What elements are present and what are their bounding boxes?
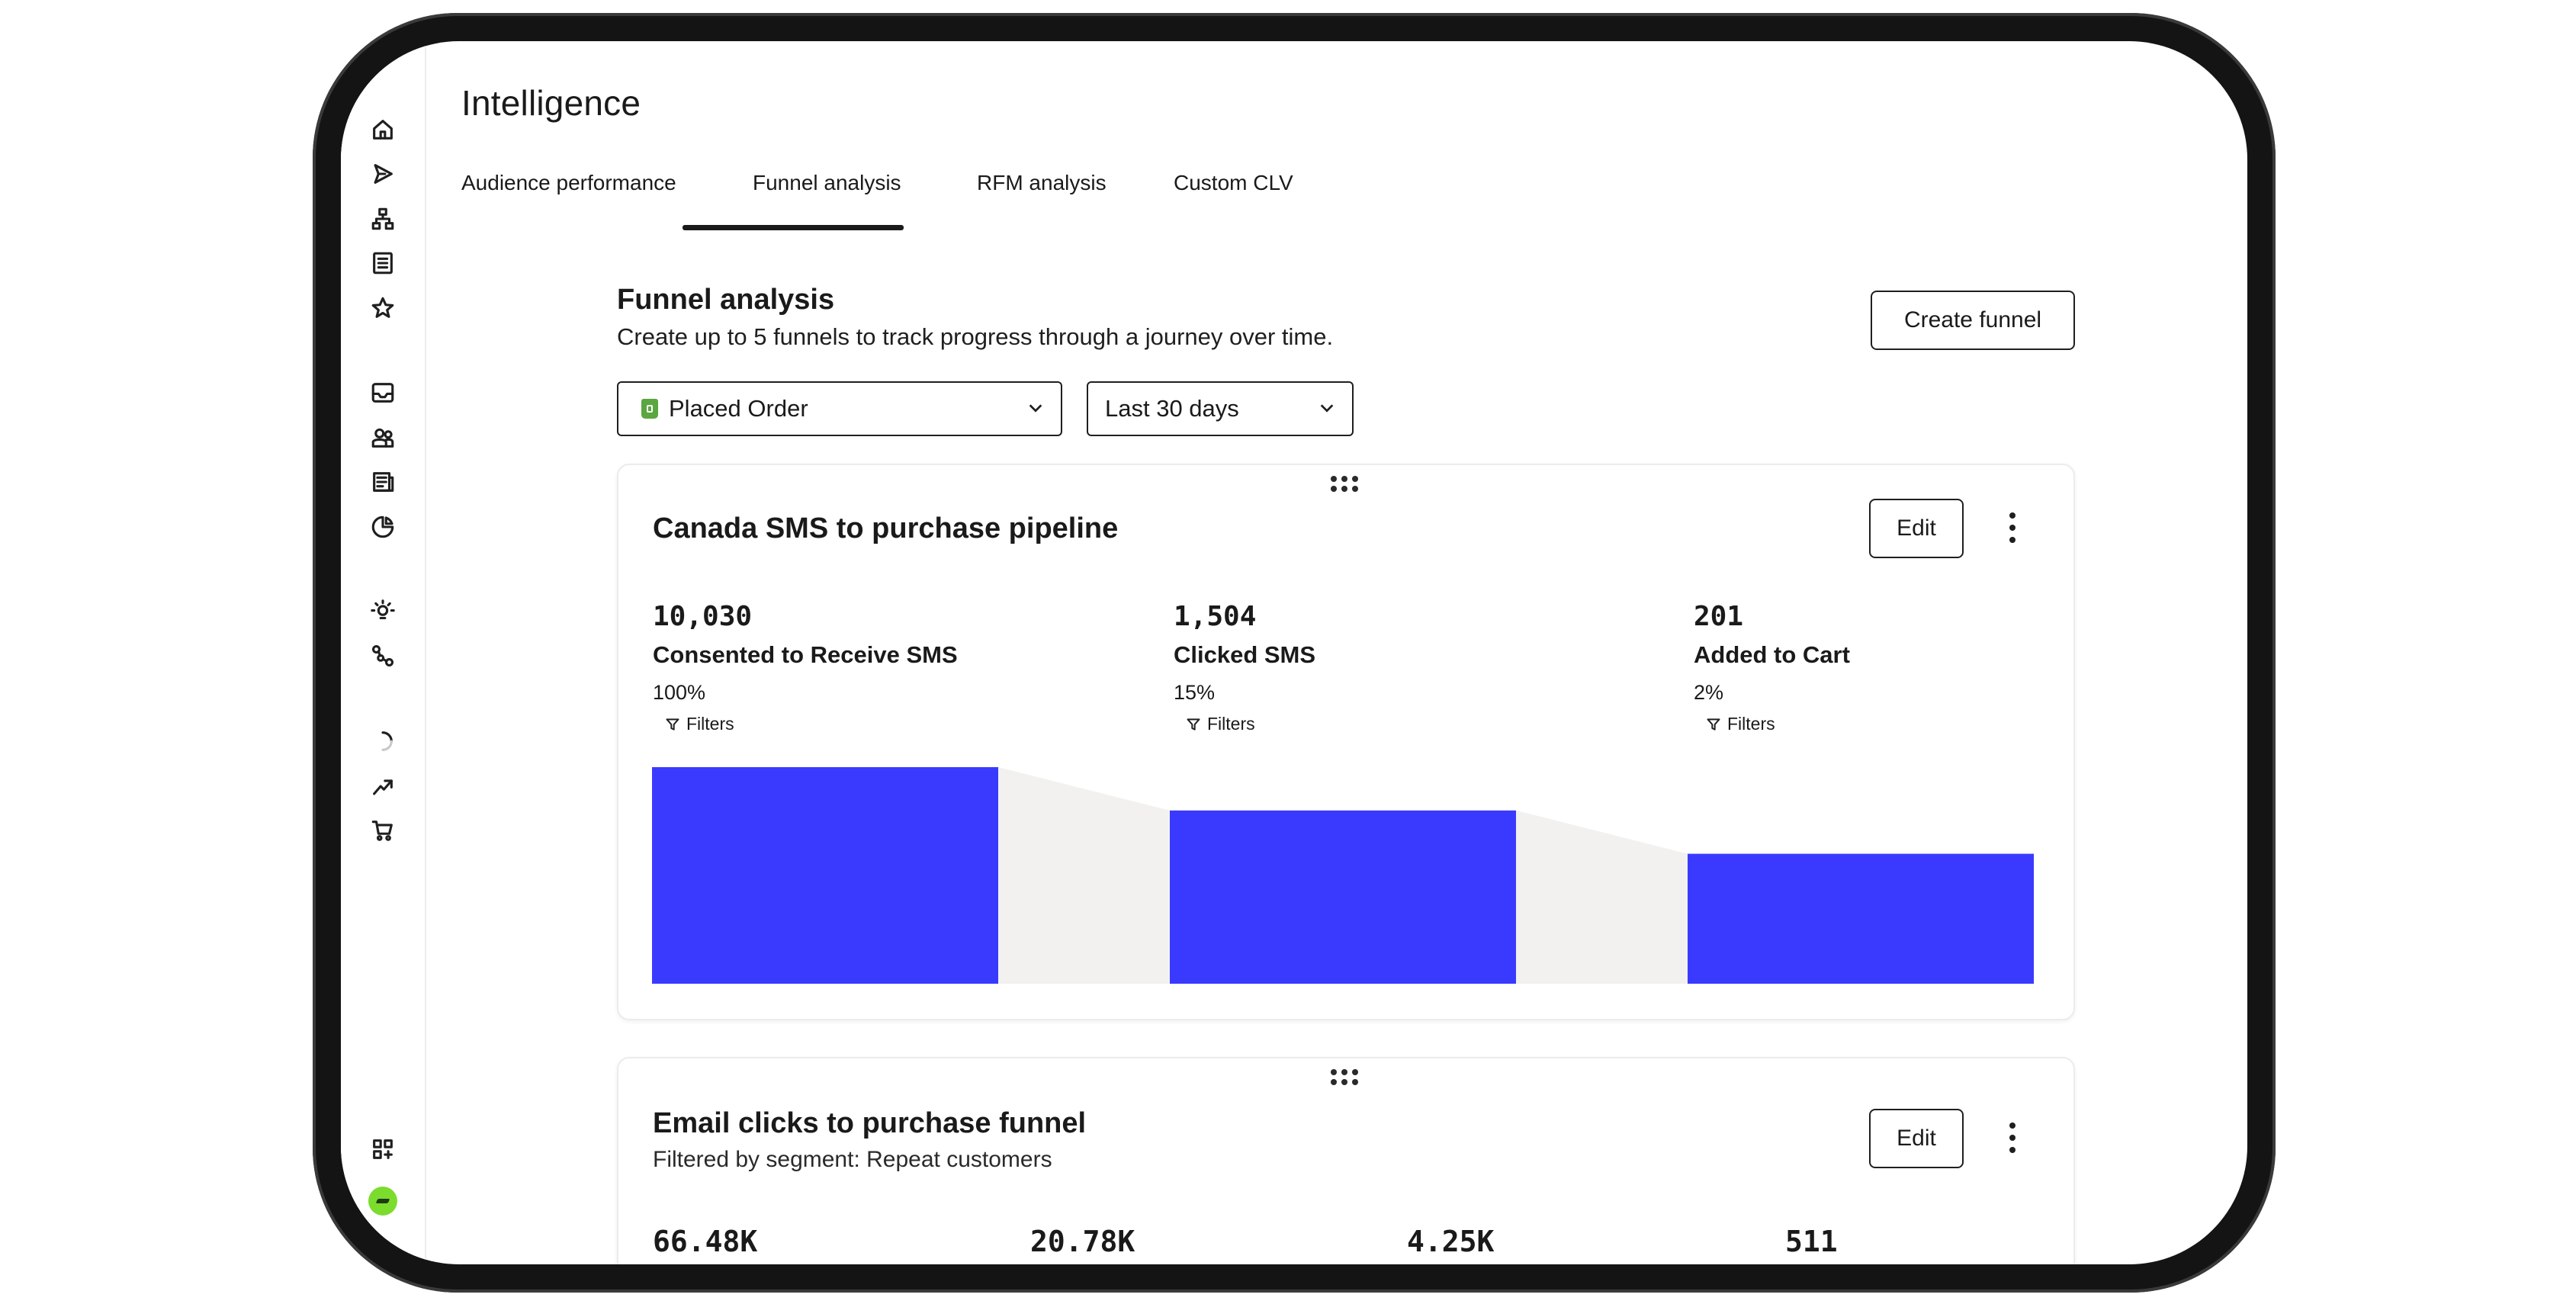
stage-percent: 100% bbox=[653, 681, 706, 704]
cart-icon[interactable] bbox=[368, 815, 398, 846]
inbox-icon[interactable] bbox=[368, 377, 398, 408]
stage-name: Added to Cart bbox=[1694, 641, 1850, 668]
metric-select[interactable]: Placed Order bbox=[617, 381, 1062, 436]
star-icon[interactable] bbox=[368, 293, 398, 323]
funnel-bar[interactable] bbox=[1688, 853, 2034, 984]
app-screen: Intelligence Audience performance Funnel… bbox=[341, 41, 2247, 1264]
integrations-icon[interactable] bbox=[368, 641, 398, 671]
stage-filters-button[interactable]: Filters bbox=[1706, 714, 1850, 734]
tab-custom-clv[interactable]: Custom CLV bbox=[1174, 171, 1293, 194]
stage-filters-button[interactable]: Filters bbox=[1186, 714, 1315, 734]
funnel-bar[interactable] bbox=[1170, 810, 1516, 984]
funnel-stage: 10,030 Consented to Receive SMS 100% Fil… bbox=[653, 601, 958, 734]
page-title: Intelligence bbox=[461, 83, 641, 123]
stage-count: 10,030 bbox=[653, 601, 753, 632]
stage-count: 66.48K bbox=[653, 1225, 758, 1258]
timeframe-select-value: Last 30 days bbox=[1105, 395, 1239, 422]
tab-funnel-analysis[interactable]: Funnel analysis bbox=[753, 171, 901, 194]
edit-button[interactable]: Edit bbox=[1869, 1109, 1964, 1168]
ideas-icon[interactable] bbox=[368, 596, 398, 627]
main-content: Intelligence Audience performance Funnel… bbox=[425, 41, 2247, 1264]
apps-icon[interactable] bbox=[368, 1134, 398, 1164]
tab-audience-performance[interactable]: Audience performance bbox=[461, 171, 676, 194]
stage-count: 511 bbox=[1785, 1225, 1838, 1258]
drag-handle-icon[interactable] bbox=[1331, 1068, 1361, 1087]
filter-icon bbox=[1707, 718, 1720, 731]
content-icon[interactable] bbox=[368, 467, 398, 497]
stage-percent: 2% bbox=[1694, 681, 1724, 704]
section-description: Create up to 5 funnels to track progress… bbox=[617, 323, 1334, 350]
funnel-card: Email clicks to purchase funnel Filtered… bbox=[617, 1057, 2075, 1264]
section-title: Funnel analysis bbox=[617, 284, 835, 316]
filter-icon bbox=[1187, 718, 1200, 731]
drag-handle-icon[interactable] bbox=[1331, 474, 1361, 494]
funnel-stage: 201 Added to Cart 2% Filters bbox=[1694, 601, 1850, 734]
funnel-connector bbox=[1516, 810, 1688, 984]
funnel-subtitle: Filtered by segment: Repeat customers bbox=[653, 1147, 1052, 1172]
sidebar bbox=[341, 41, 426, 1264]
funnel-title: Email clicks to purchase funnel bbox=[653, 1107, 1087, 1139]
send-icon[interactable] bbox=[368, 159, 398, 189]
stage-name: Clicked SMS bbox=[1174, 641, 1316, 668]
funnel-bar[interactable] bbox=[652, 767, 998, 984]
shopify-icon bbox=[641, 399, 658, 419]
stage-name: Consented to Receive SMS bbox=[653, 641, 958, 668]
filter-icon bbox=[666, 718, 679, 731]
chevron-down-icon bbox=[1320, 404, 1334, 413]
stage-filters-button[interactable]: Filters bbox=[665, 714, 958, 734]
flows-icon[interactable] bbox=[368, 204, 398, 234]
stage-count: 201 bbox=[1694, 601, 1744, 632]
stage-count: 1,504 bbox=[1174, 601, 1257, 632]
home-icon[interactable] bbox=[368, 114, 398, 145]
timeframe-select[interactable]: Last 30 days bbox=[1087, 381, 1354, 436]
analytics-icon[interactable] bbox=[368, 512, 398, 542]
active-tab-indicator bbox=[683, 225, 904, 230]
stage-percent: 15% bbox=[1174, 681, 1216, 704]
funnel-card: Canada SMS to purchase pipeline Edit 10,… bbox=[617, 464, 2075, 1020]
trending-icon[interactable] bbox=[368, 771, 398, 801]
more-options-icon[interactable] bbox=[2008, 1123, 2017, 1156]
stage-count: 4.25K bbox=[1407, 1225, 1495, 1258]
funnel-title: Canada SMS to purchase pipeline bbox=[653, 512, 1119, 544]
chevron-down-icon bbox=[1029, 404, 1042, 413]
device-frame: Intelligence Audience performance Funnel… bbox=[313, 13, 2276, 1293]
more-options-icon[interactable] bbox=[2008, 512, 2017, 546]
funnel-stage: 1,504 Clicked SMS 15% Filters bbox=[1174, 601, 1315, 734]
filters-label: Filters bbox=[1207, 714, 1255, 734]
funnel-chart bbox=[652, 767, 2034, 984]
edit-button[interactable]: Edit bbox=[1869, 499, 1964, 558]
funnel-connector bbox=[998, 767, 1170, 984]
metric-select-value: Placed Order bbox=[669, 395, 808, 422]
list-icon[interactable] bbox=[368, 248, 398, 278]
loading-icon bbox=[368, 726, 398, 756]
account-avatar[interactable] bbox=[368, 1187, 397, 1216]
filters-label: Filters bbox=[686, 714, 734, 734]
create-funnel-button[interactable]: Create funnel bbox=[1871, 291, 2075, 350]
stage-count: 20.78K bbox=[1030, 1225, 1135, 1258]
audience-icon[interactable] bbox=[368, 422, 398, 453]
tab-rfm-analysis[interactable]: RFM analysis bbox=[977, 171, 1107, 194]
filters-label: Filters bbox=[1727, 714, 1775, 734]
